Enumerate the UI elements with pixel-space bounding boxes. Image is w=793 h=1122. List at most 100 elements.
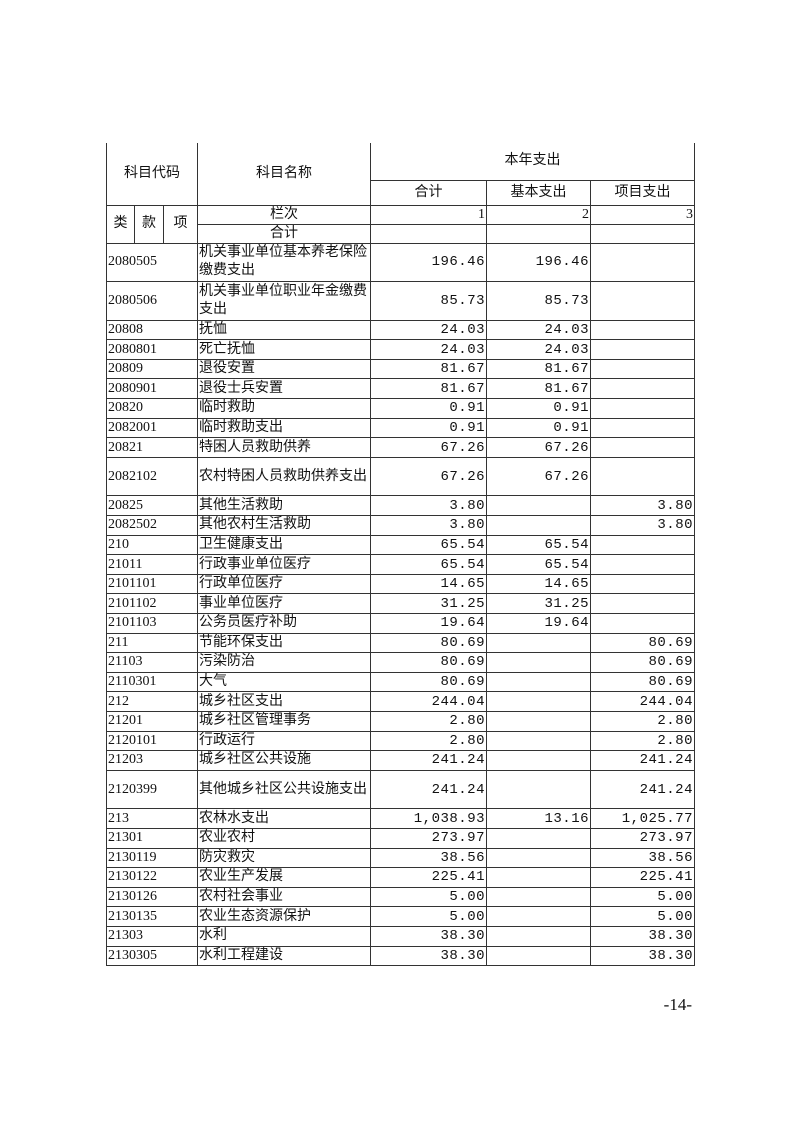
code-cell: 21201 [106, 710, 198, 732]
table-row: 20821 特困人员救助供养 67.26 67.26 [106, 437, 695, 458]
project-cell [590, 417, 695, 439]
name-cell: 特困人员救助供养 [197, 437, 371, 458]
table-row: 21011 行政事业单位医疗 65.54 65.54 [106, 554, 695, 575]
code-cell: 2082001 [106, 417, 198, 439]
code-cell: 2101103 [106, 613, 198, 634]
project-cell [590, 573, 695, 595]
basic-cell [486, 632, 591, 654]
project-cell [590, 242, 695, 283]
table-row: 2130122 农业生产发展 225.41 225.41 [106, 867, 695, 888]
table-row: 21301 农业农村 273.97 273.97 [106, 827, 695, 849]
name-cell: 农村特困人员救助供养支出 [197, 456, 371, 497]
basic-cell [486, 925, 591, 947]
code-cell: 2120399 [106, 769, 198, 810]
code-cell: 2101102 [106, 593, 198, 614]
total-cell: 19.64 [370, 613, 487, 634]
basic-cell: 81.67 [486, 378, 591, 400]
expenditure-table: 科目代码 科目名称 本年支出 合计 基本支出 项目支出 类 款 项 栏次 1 2… [106, 143, 695, 967]
basic-cell: 19.64 [486, 613, 591, 634]
total-cell: 65.54 [370, 554, 487, 575]
total-cell: 65.54 [370, 534, 487, 556]
total-cell: 5.00 [370, 886, 487, 908]
table-row: 2080505 机关事业单位基本养老保险缴费支出 196.46 196.46 [106, 242, 695, 283]
basic-cell [486, 515, 591, 536]
header-kuan: 款 [134, 204, 164, 244]
total-cell: 24.03 [370, 319, 487, 341]
basic-cell [486, 847, 591, 869]
basic-cell [486, 886, 591, 908]
header-basic: 基本支出 [486, 179, 591, 206]
name-cell: 其他城乡社区公共设施支出 [197, 769, 371, 810]
project-cell: 80.69 [590, 652, 695, 673]
project-cell: 241.24 [590, 769, 695, 810]
table-row: 213 农林水支出 1,038.93 13.16 1,025.77 [106, 808, 695, 829]
table-row: 210 卫生健康支出 65.54 65.54 [106, 534, 695, 556]
table-row: 2120101 行政运行 2.80 2.80 [106, 730, 695, 752]
header-project: 项目支出 [590, 179, 695, 206]
project-cell [590, 281, 695, 321]
name-cell: 公务员医疗补助 [197, 613, 371, 634]
total-cell: 67.26 [370, 456, 487, 497]
code-cell: 2130122 [106, 867, 198, 888]
code-cell: 2080801 [106, 339, 198, 360]
total-basic [486, 223, 591, 244]
name-cell: 事业单位医疗 [197, 593, 371, 614]
basic-cell [486, 671, 591, 693]
code-cell: 20825 [106, 495, 198, 517]
total-cell: 225.41 [370, 867, 487, 888]
name-cell: 退役安置 [197, 358, 371, 380]
basic-cell [486, 730, 591, 752]
name-cell: 卫生健康支出 [197, 534, 371, 556]
project-cell: 1,025.77 [590, 808, 695, 829]
total-cell: 241.24 [370, 769, 487, 810]
basic-cell [486, 867, 591, 888]
total-cell: 14.65 [370, 573, 487, 595]
table-row: 2082001 临时救助支出 0.91 0.91 [106, 417, 695, 439]
table-row: 2080901 退役士兵安置 81.67 81.67 [106, 378, 695, 400]
basic-cell [486, 945, 591, 967]
lanci-1: 1 [370, 204, 487, 225]
project-cell [590, 398, 695, 419]
basic-cell: 65.54 [486, 554, 591, 575]
name-cell: 农业农村 [197, 827, 371, 849]
table-row: 2101101 行政单位医疗 14.65 14.65 [106, 573, 695, 595]
project-cell: 38.30 [590, 925, 695, 947]
name-cell: 水利工程建设 [197, 945, 371, 967]
basic-cell: 24.03 [486, 339, 591, 360]
code-cell: 2110301 [106, 671, 198, 693]
name-cell: 退役士兵安置 [197, 378, 371, 400]
table-row: 21103 污染防治 80.69 80.69 [106, 652, 695, 673]
total-cell: 241.24 [370, 750, 487, 771]
name-cell: 污染防治 [197, 652, 371, 673]
project-cell [590, 534, 695, 556]
basic-cell [486, 495, 591, 517]
table-row: 211 节能环保支出 80.69 80.69 [106, 632, 695, 654]
name-cell: 农业生态资源保护 [197, 906, 371, 927]
project-cell: 38.30 [590, 945, 695, 967]
total-cell: 0.91 [370, 417, 487, 439]
total-cell: 80.69 [370, 671, 487, 693]
header-year-expense: 本年支出 [370, 143, 695, 181]
code-cell: 211 [106, 632, 198, 654]
code-cell: 2130305 [106, 945, 198, 967]
basic-cell: 13.16 [486, 808, 591, 829]
name-cell: 大气 [197, 671, 371, 693]
code-cell: 212 [106, 691, 198, 712]
code-cell: 2082102 [106, 456, 198, 497]
code-cell: 21011 [106, 554, 198, 575]
total-cell: 38.30 [370, 945, 487, 967]
project-cell [590, 358, 695, 380]
basic-cell: 67.26 [486, 437, 591, 458]
table-row: 2101102 事业单位医疗 31.25 31.25 [106, 593, 695, 614]
project-cell: 225.41 [590, 867, 695, 888]
total-cell: 80.69 [370, 632, 487, 654]
project-cell: 2.80 [590, 710, 695, 732]
name-cell: 行政事业单位医疗 [197, 554, 371, 575]
code-cell: 20809 [106, 358, 198, 380]
code-cell: 21301 [106, 827, 198, 849]
basic-cell: 14.65 [486, 573, 591, 595]
total-cell: 81.67 [370, 378, 487, 400]
project-cell: 2.80 [590, 730, 695, 752]
basic-cell: 196.46 [486, 242, 591, 283]
project-cell [590, 319, 695, 341]
